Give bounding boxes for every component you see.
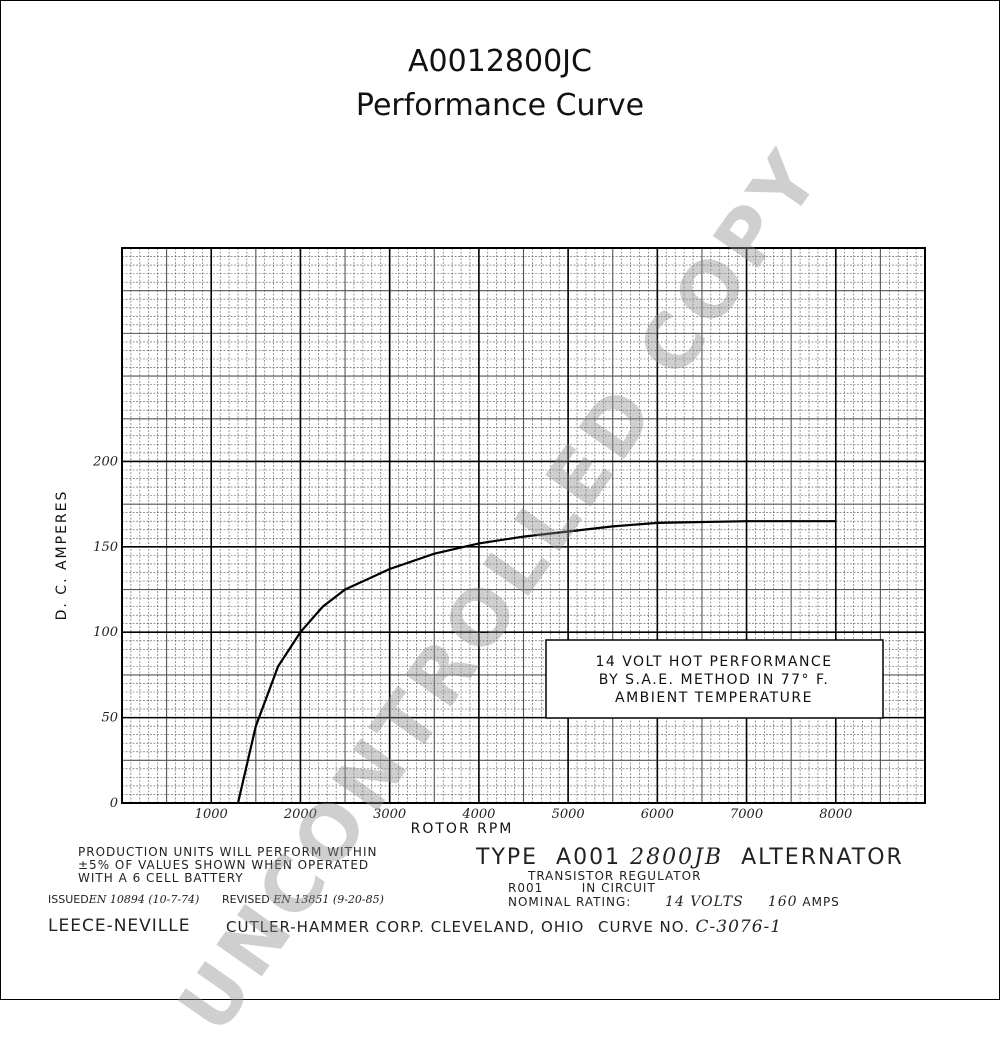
data-point <box>611 525 614 528</box>
x-tick-label: 6000 <box>641 807 674 822</box>
curve-label: CURVE NO. <box>598 918 690 936</box>
x-tick-label: 3000 <box>373 807 406 822</box>
x-tick-label: 5000 <box>552 807 585 822</box>
y-tick-label: 100 <box>93 625 118 640</box>
data-point <box>522 535 525 538</box>
revised-line: REVISED EN 13851 (9-20-85) <box>222 893 384 906</box>
tolerance-note-line-3: WITH A 6 CELL BATTERY <box>78 871 244 885</box>
curve-number: CURVE NO. C-3076-1 <box>598 918 782 936</box>
type-line: TYPE A001 2800JB ALTERNATOR <box>476 846 904 870</box>
data-point <box>834 520 837 523</box>
tolerance-note-line-1: PRODUCTION UNITS WILL PERFORM WITHIN <box>78 845 378 859</box>
x-tick-label: 7000 <box>730 807 763 822</box>
regulator-line-2: R001 IN CIRCUIT <box>508 881 656 895</box>
x-tick-labels: 1000 2000 3000 4000 5000 6000 7000 8000 <box>195 807 853 822</box>
issued-label: ISSUED <box>48 893 89 906</box>
y-tick-label: 0 <box>110 796 118 811</box>
rating-amps-value: 160 <box>767 894 798 910</box>
type-product: ALTERNATOR <box>741 845 904 870</box>
data-point <box>344 588 346 591</box>
company-line: CUTLER-HAMMER CORP. CLEVELAND, OHIO <box>226 918 585 936</box>
x-tick-label: 8000 <box>819 807 852 822</box>
x-tick-label: 2000 <box>283 807 317 822</box>
performance-curve-subtitle: Performance Curve <box>355 88 645 123</box>
regulator-line-1: TRANSISTOR REGULATOR <box>528 869 702 883</box>
rating-amps-unit: AMPS <box>802 895 840 909</box>
data-point <box>745 520 748 523</box>
issued-value: EN 10894 (10-7-74) <box>88 893 200 906</box>
part-number-title: A0012800JC <box>408 44 592 79</box>
rating-label: NOMINAL RATING: <box>508 895 632 909</box>
x-tick-label: 4000 <box>461 807 495 822</box>
issued-line: ISSUEDEN 10894 (10-7-74) <box>48 893 199 906</box>
tolerance-note-line-2: ±5% OF VALUES SHOWN WHEN OPERATED <box>78 858 370 872</box>
plot-border <box>121 247 926 804</box>
data-point <box>656 522 659 524</box>
y-tick-label: 50 <box>101 711 118 726</box>
annotation-box: 14 VOLT HOT PERFORMANCE BY S.A.E. METHOD… <box>545 639 884 719</box>
data-point <box>433 552 436 555</box>
y-tick-labels: 0 50 100 150 200 <box>92 454 118 811</box>
x-tick-label: 1000 <box>195 807 228 822</box>
type-model-prefix: A001 <box>556 845 622 870</box>
type-label: TYPE <box>476 845 539 870</box>
y-tick-label: 150 <box>93 540 118 555</box>
output-curve-points <box>237 520 837 804</box>
data-point <box>299 631 302 634</box>
revised-value: EN 13851 (9-20-85) <box>273 893 384 906</box>
grid-minor <box>121 247 926 804</box>
y-axis-label: D. C. AMPERES <box>54 490 70 621</box>
data-point <box>255 725 257 727</box>
annotation-line-3: AMBIENT TEMPERATURE <box>615 690 813 706</box>
annotation-line-2: BY S.A.E. METHOD IN 77° F. <box>599 672 830 688</box>
performance-chart: 0 50 100 150 200 1000 2000 3000 4000 5000 6000 700… <box>54 247 926 837</box>
data-point <box>388 568 391 570</box>
curve-value: C-3076-1 <box>695 917 783 937</box>
data-point <box>321 605 324 608</box>
data-point <box>478 542 480 545</box>
y-tick-label: 200 <box>92 454 118 469</box>
type-model-suffix: 2800JB <box>630 845 724 870</box>
revised-label: REVISED <box>222 893 270 906</box>
rating-volts: 14 VOLTS <box>665 894 744 910</box>
data-point <box>567 530 569 533</box>
data-point <box>237 802 239 804</box>
rating-line: NOMINAL RATING: 14 VOLTS 160 AMPS <box>508 894 840 910</box>
grid-major <box>122 248 925 804</box>
company-brand: LEECE-NEVILLE <box>48 916 191 936</box>
annotation-line-1: 14 VOLT HOT PERFORMANCE <box>595 654 832 670</box>
data-point <box>277 665 279 668</box>
x-axis-label: ROTOR RPM <box>411 821 514 837</box>
